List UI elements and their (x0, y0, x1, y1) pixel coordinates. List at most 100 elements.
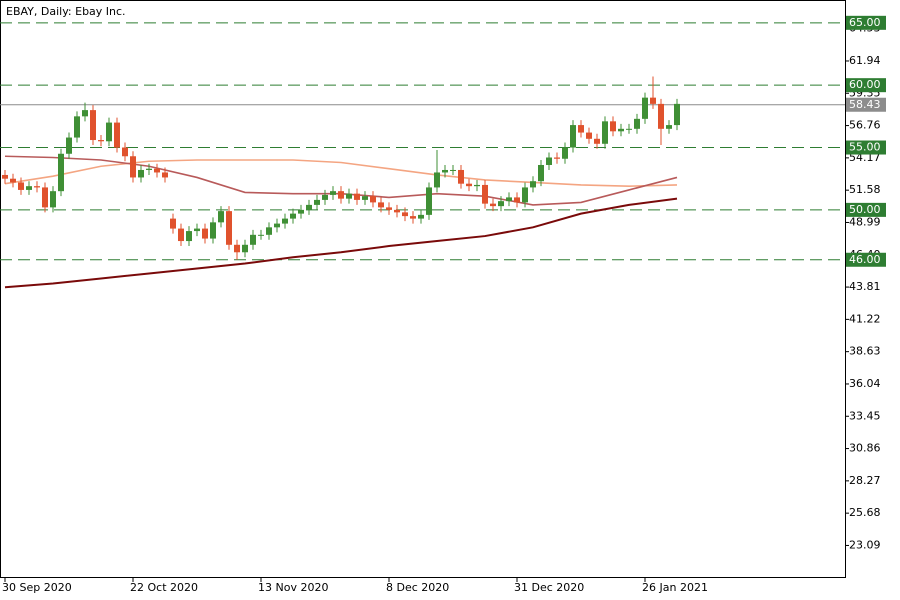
candle-body (450, 169, 456, 171)
candle-body (674, 103, 680, 126)
level-label: 65.00 (849, 16, 881, 29)
y-tick-label: 30.86 (849, 442, 881, 455)
candle-body (122, 147, 128, 157)
candle-body (378, 202, 384, 208)
y-tick-label: 38.63 (849, 345, 881, 358)
candle-body (346, 193, 352, 199)
moving-average (4, 159, 678, 187)
candle-body (618, 128, 624, 132)
candle-body (154, 168, 160, 173)
candle-body (402, 212, 408, 217)
candle-body (482, 184, 488, 204)
candle-body (138, 169, 144, 178)
candle-body (26, 186, 32, 190)
candle-body (666, 125, 672, 129)
candle-body (314, 199, 320, 205)
candle-body (242, 244, 248, 253)
candle-body (234, 244, 240, 253)
y-tick-label: 56.76 (849, 119, 881, 132)
moving-average (4, 197, 678, 289)
candle-body (194, 228, 200, 232)
candle-body (322, 194, 328, 200)
level-box (846, 252, 886, 267)
level-box (846, 202, 886, 217)
level-label: 55.00 (849, 141, 881, 154)
candle-body (362, 196, 368, 200)
candle-body (250, 234, 256, 245)
candle-body (66, 137, 72, 154)
candle-body (90, 110, 96, 141)
candle-body (82, 110, 88, 117)
level-box (846, 15, 886, 30)
candle-body (394, 209, 400, 213)
candle-body (226, 211, 232, 245)
x-tick-label: 26 Jan 2021 (642, 581, 708, 594)
y-tick-label: 28.27 (849, 474, 881, 487)
candle-body (586, 132, 592, 139)
candle-body (10, 178, 16, 183)
candle-body (554, 157, 560, 159)
candle-body (562, 147, 568, 159)
candle-body (626, 128, 632, 130)
candle-body (130, 156, 136, 178)
level-box (846, 78, 886, 93)
candle-body (98, 140, 104, 142)
candle-body (578, 125, 584, 133)
candle-body (58, 153, 64, 192)
candle-body (106, 122, 112, 142)
candle-body (466, 183, 472, 187)
candle-body (594, 138, 600, 144)
candle-body (306, 204, 312, 210)
y-tick-label: 33.45 (849, 409, 881, 422)
y-tick-label: 51.58 (849, 183, 881, 196)
y-tick-label: 41.22 (849, 312, 881, 325)
candle-body (162, 172, 168, 178)
y-tick-label: 43.81 (849, 280, 881, 293)
last-price-label: 58.43 (849, 98, 881, 111)
candle-body (290, 213, 296, 219)
level-label: 46.00 (849, 253, 881, 266)
candle-body (546, 157, 552, 165)
candle-body (266, 227, 272, 235)
x-tick-label: 31 Dec 2020 (514, 581, 584, 594)
candle-body (274, 223, 280, 228)
candle-body (634, 118, 640, 129)
x-tick-label: 8 Dec 2020 (386, 581, 449, 594)
candle-body (386, 207, 392, 210)
candle-body (338, 191, 344, 199)
candle-body (458, 169, 464, 184)
candle-body (434, 172, 440, 188)
candle-body (202, 228, 208, 239)
candle-body (602, 121, 608, 144)
x-tick-label: 22 Oct 2020 (130, 581, 198, 594)
candle-body (146, 168, 152, 170)
candle-body (74, 116, 80, 138)
y-tick-label: 61.94 (849, 54, 881, 67)
last-price-box (846, 97, 886, 112)
candle-body (474, 184, 480, 187)
candle-body (258, 234, 264, 236)
candle-body (18, 182, 24, 190)
candle-body (34, 186, 40, 188)
candle-body (522, 187, 528, 203)
candle-body (2, 174, 8, 179)
candle-body (354, 193, 360, 200)
level-label: 60.00 (849, 78, 881, 91)
candle-body (570, 125, 576, 148)
candle-body (218, 211, 224, 223)
plot-frame (0, 0, 846, 578)
x-tick-label: 13 Nov 2020 (258, 581, 328, 594)
candle-body (170, 218, 176, 229)
y-tick-label: 48.99 (849, 215, 881, 228)
candle-body (506, 197, 512, 202)
chart-title: EBAY, Daily: Ebay Inc. (6, 5, 126, 18)
candle-body (426, 187, 432, 215)
candle-body (282, 218, 288, 224)
candle-body (530, 181, 536, 188)
candle-body (370, 196, 376, 203)
candle-body (490, 203, 496, 207)
candle-body (418, 214, 424, 219)
candle-body (410, 216, 416, 219)
x-tick-label: 30 Sep 2020 (2, 581, 72, 594)
